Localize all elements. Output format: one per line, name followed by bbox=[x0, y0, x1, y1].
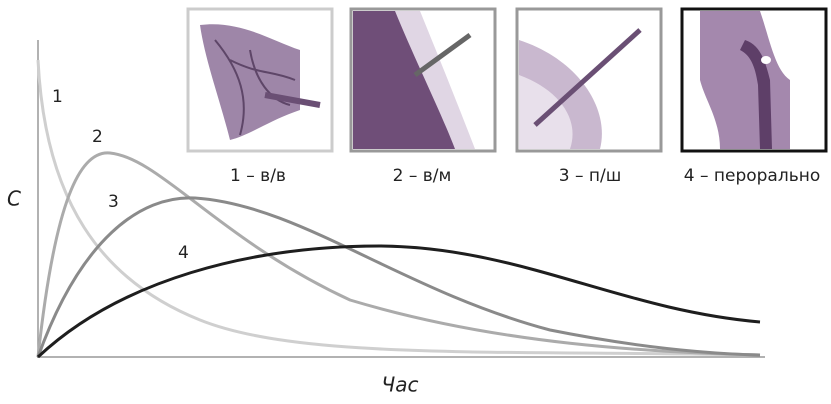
panel-caption: 1 – в/в bbox=[230, 166, 286, 186]
curve-label: 3 bbox=[108, 192, 119, 212]
panel-iv bbox=[188, 9, 332, 151]
panel-sc bbox=[517, 9, 661, 151]
panel-caption: 4 – перорально bbox=[684, 166, 821, 186]
curve-label: 1 bbox=[52, 87, 63, 107]
panel-im bbox=[351, 9, 495, 151]
x-axis-label: Час bbox=[382, 373, 419, 397]
curve-label: 4 bbox=[178, 243, 189, 263]
panel-oral bbox=[682, 9, 826, 151]
panel-caption: 2 – в/м bbox=[393, 166, 452, 186]
curve-3 bbox=[38, 198, 760, 357]
y-axis-label: C bbox=[7, 187, 21, 211]
pk-diagram: C Час 1 2 3 4 1 – в/в 2 – в/м 3 – п/ш 4 … bbox=[0, 0, 831, 404]
panel-caption: 3 – п/ш bbox=[559, 166, 622, 186]
curve-label: 2 bbox=[92, 127, 103, 147]
curve-4 bbox=[38, 246, 760, 357]
